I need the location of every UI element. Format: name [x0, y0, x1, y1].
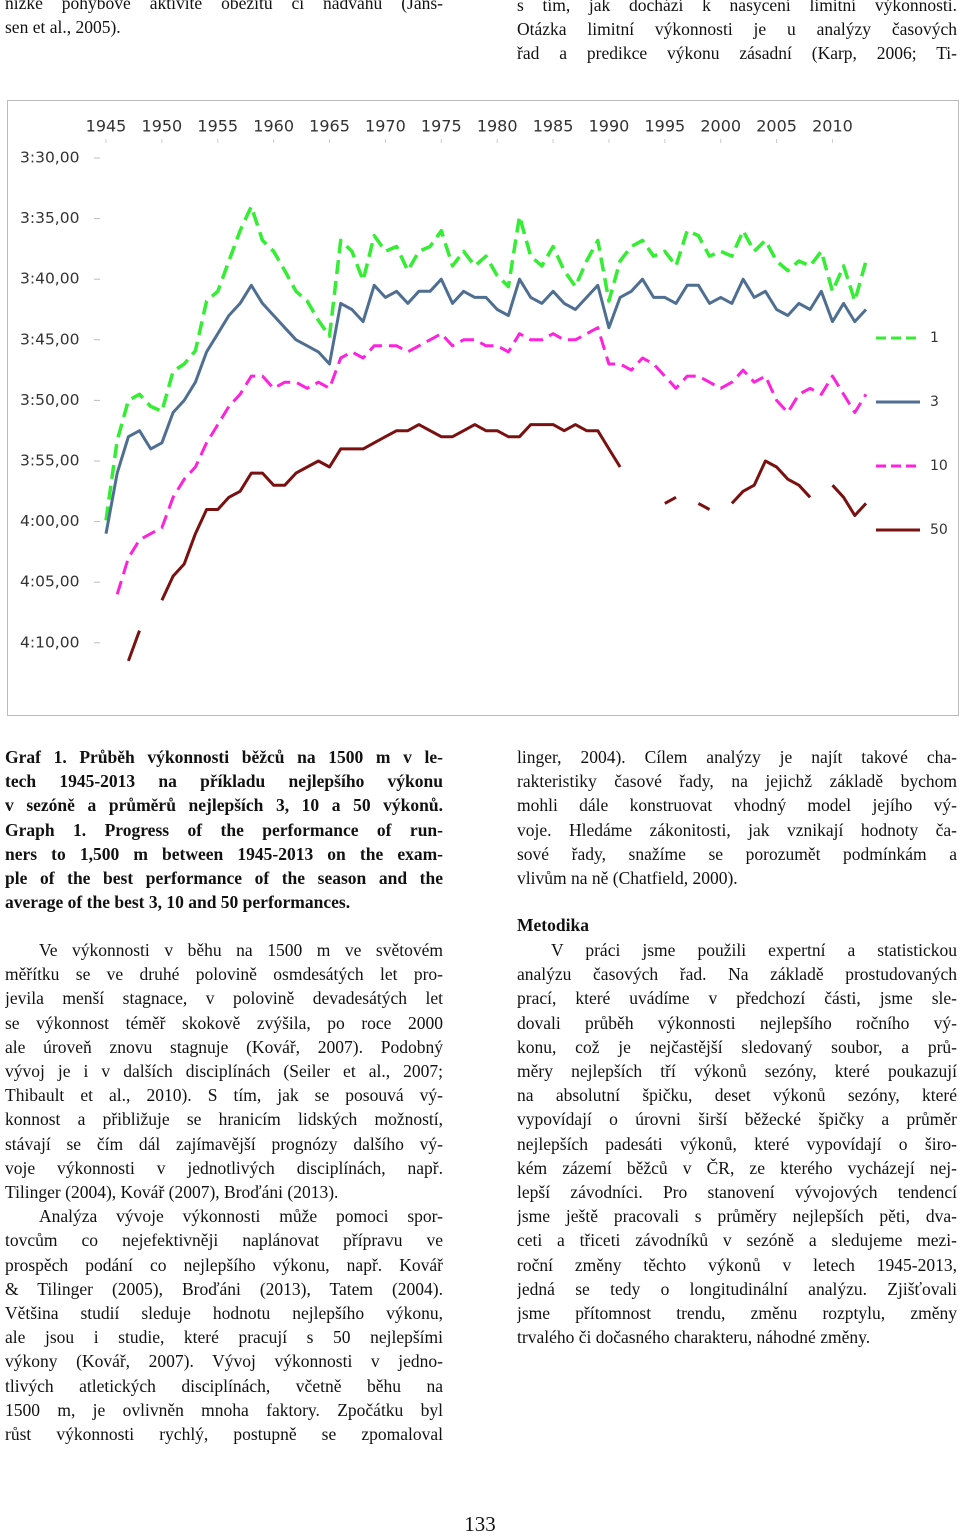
text-line: tlivých atletických disciplínách, včetně… [5, 1375, 443, 1396]
x-tick-label: 1950 [142, 117, 183, 136]
text-line: vypovídají o úrovni širší běžecké špičky… [517, 1109, 957, 1130]
x-tick-label: 2010 [812, 117, 853, 136]
y-tick-label: 4:05,00 [20, 573, 79, 591]
text-line: řad a predikce výkonu zásadní (Karp, 200… [517, 43, 957, 64]
text-line: konu, což je nejčastější sledovaný soubo… [517, 1036, 957, 1057]
text-line: jevila menší stagnace, v polovině devade… [5, 988, 443, 1009]
page-number: 133 [464, 1512, 496, 1536]
text-block: nízké pohybové aktivitě obézitu či nadvá… [5, 0, 443, 39]
text-line: linger, 2004). Cílem analýzy je najít ta… [517, 747, 957, 767]
text-line: trvalého či dočasného charakteru, náhodn… [517, 1327, 871, 1348]
chart: 1945 1950 1955 1960 1965 1970 1975 1980 1985 1990… [7, 100, 959, 716]
text-line: voje. Hledáme zákonitosti, jak vznikají … [517, 819, 957, 840]
x-tick-label: 1975 [421, 117, 462, 136]
series-line [126, 423, 868, 662]
x-tick-label: 1955 [197, 117, 238, 136]
legend-label: 1 [930, 330, 939, 346]
y-tick-label: 4:00,00 [20, 512, 79, 530]
x-tick-label: 1985 [533, 117, 574, 136]
y-tick-label: 4:10,00 [20, 633, 79, 651]
section-heading: Metodika [517, 915, 589, 935]
text-line: Ve výkonnosti v běhu na 1500 m ve světov… [39, 940, 443, 960]
text-line: & Tilinger (2005), Broďáni (2013), Tatem… [5, 1278, 443, 1299]
text-line: vlivům na ně (Chatfield, 2000). [517, 868, 738, 889]
text-line: ners to 1,500 m between 1945-2013 on the… [5, 843, 443, 864]
text-line: sové řady, snažíme se porozumět podmínká… [517, 843, 957, 864]
series-line [104, 277, 868, 534]
text-line: Analýza vývoje výkonnosti může pomoci sp… [39, 1206, 443, 1227]
y-tick-label: 3:55,00 [20, 451, 79, 469]
text-line: tech 1945-2013 na příkladu nejlepšího vý… [5, 771, 443, 792]
text-line: na absolutní špičku, deset výkonů sezóny… [517, 1085, 957, 1106]
text-line: 1500 m, je ovlivněn mnoha faktory. Zpočá… [5, 1399, 443, 1420]
figure-caption: Graf 1. Průběh výkonnosti běžců na 1500 … [5, 745, 443, 914]
x-tick-label: 1980 [477, 117, 518, 136]
text-line: nízké pohybové aktivitě obézitu či nadvá… [5, 0, 443, 13]
x-tick-label: 1945 [86, 117, 127, 136]
text-line: Graph 1. Progress of the performance of … [5, 819, 443, 840]
x-tick-label: 2005 [756, 117, 797, 136]
series-line [104, 204, 868, 521]
text-line: V práci jsme použili expertní a statisti… [551, 940, 957, 960]
text-line: roční změny těchto výkonů v letech 1945-… [517, 1254, 957, 1275]
text-line: s tím, jak dochází k nasycení limitní vý… [517, 0, 957, 15]
text-line: mohli dále konstruovat vhodný model její… [517, 795, 957, 816]
text-line: Thibault et al., 2010). S tím, jak se po… [5, 1085, 443, 1106]
y-tick-label: 3:50,00 [20, 391, 79, 409]
text-line: ale úroveň znovu stagnuje (Kovář, 2007).… [5, 1036, 443, 1057]
x-tick-label: 1990 [589, 117, 630, 136]
text-line: růst výkonnosti rychlý, postupně se zpom… [5, 1424, 443, 1445]
text-line: ple of the best performance of the seaso… [5, 868, 443, 889]
text-line: prospěch podání co nejlepšího výkonu, na… [5, 1254, 443, 1275]
x-tick-label: 1965 [309, 117, 350, 136]
text-line: vývoj je i v dalších disciplínách (Seile… [5, 1061, 443, 1082]
text-line: Otázka limitní výkonnosti je u analýzy č… [517, 19, 957, 40]
legend-label: 3 [930, 394, 939, 410]
y-tick-label: 3:35,00 [20, 209, 79, 227]
legend-label: 10 [930, 458, 948, 474]
text-line: voje výkonnosti v jednotlivých disciplín… [5, 1157, 443, 1178]
text-line: tovcům co nejefektivněji naplánovat příp… [5, 1230, 443, 1251]
text-line: Graf 1. Průběh výkonnosti běžců na 1500 … [5, 747, 443, 767]
text-line: měry nejlepších tří výkonů sezóny, které… [517, 1061, 957, 1082]
text-line: výkony (Kovář, 2007). Vývoj výkonnosti v… [5, 1351, 443, 1372]
text-line: stávají se čím dál zajímavější prognózy … [5, 1133, 443, 1154]
text-line: Tilinger (2004), Kovář (2007), Broďáni (… [5, 1182, 339, 1203]
y-tick-label: 3:40,00 [20, 270, 79, 288]
text-line: v sezóně a průměrů nejlepších 3, 10 a 50… [5, 795, 443, 816]
legend-label: 50 [930, 522, 948, 538]
text-line: Většina studií sleduje hodnotu nejlepšíh… [5, 1303, 443, 1324]
text-line: average of the best 3, 10 and 50 perform… [5, 892, 351, 913]
text-block: V práci jsme použili expertní a statisti… [517, 938, 957, 1349]
text-line: jsme ještě pracovali s průměry nejlepšíc… [517, 1206, 957, 1227]
text-line: ale jsou i studie, které pracují s 50 ne… [5, 1327, 443, 1348]
text-line: lepší závodníci. Pro stanovení vývojovýc… [517, 1182, 957, 1203]
text-line: kém zázemí běžců v ČR, ze kterého vycház… [517, 1157, 957, 1178]
text-block: Ve výkonnosti v běhu na 1500 m ve světov… [5, 938, 443, 1446]
text-line: jedná se tedy o longitudinální analýzu. … [517, 1278, 957, 1299]
text-line: nejlepších padesáti výkonů, které vypoví… [517, 1133, 957, 1154]
y-tick-label: 3:45,00 [20, 330, 79, 348]
text-line: dovali průběh výkonnosti nejlepšího ročn… [517, 1012, 957, 1033]
text-line: rakteristiky časové řady, na jejichž zák… [517, 771, 957, 792]
text-block: s tím, jak dochází k nasycení limitní vý… [517, 0, 957, 66]
text-line: jsme přítomnost trendu, změnu rozptylu, … [517, 1303, 957, 1324]
text-line: se výkonnost téměř skokově zvýšila, po r… [5, 1012, 443, 1033]
x-tick-label: 2000 [700, 117, 741, 136]
text-line: prací, které uvádíme v předchozí části, … [517, 988, 957, 1009]
text-line: sen et al., 2005). [5, 17, 121, 38]
text-line: měřítku se ve druhé polovině osmdesátých… [5, 964, 443, 985]
series-line [115, 326, 868, 595]
x-tick-label: 1970 [365, 117, 406, 136]
x-tick-label: 1960 [253, 117, 294, 136]
text-line: analýzu časových řad. Na základě prostud… [517, 964, 957, 985]
text-line: konnost a přibližuje se hranicím lidskýc… [5, 1109, 443, 1130]
text-line: ceti a třiceti závodníků v sezóně a sled… [517, 1230, 957, 1251]
x-tick-label: 1995 [644, 117, 685, 136]
y-tick-label: 3:30,00 [20, 149, 79, 167]
text-block: linger, 2004). Cílem analýzy je najít ta… [517, 745, 957, 890]
